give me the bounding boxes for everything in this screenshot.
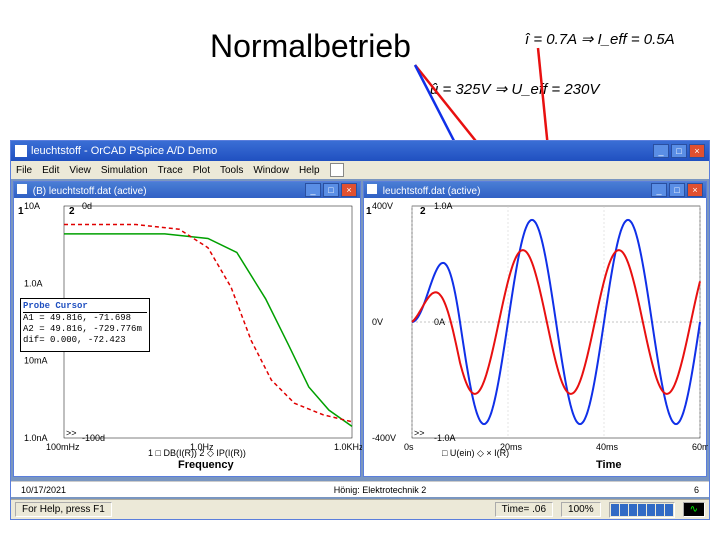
svg-text:10mA: 10mA xyxy=(24,356,48,366)
equation-voltage: û = 325V ⇒ U_eff = 230V xyxy=(430,80,599,98)
svg-text:40ms: 40ms xyxy=(596,442,619,452)
svg-text:100mHz: 100mHz xyxy=(46,442,80,452)
footer-page: 6 xyxy=(694,485,699,495)
menu-file[interactable]: File xyxy=(16,165,32,176)
app-icon xyxy=(15,145,27,157)
svg-text:1 □ DB(I(R)) 2 ◇ IP(I(R)): 1 □ DB(I(R)) 2 ◇ IP(I(R)) xyxy=(148,448,246,458)
child-close-right[interactable]: × xyxy=(687,183,703,197)
svg-text:2: 2 xyxy=(69,206,75,217)
plot-right: 400V0V-400V11.0A0A-1.0A20s20ms40ms60msTi… xyxy=(364,198,706,476)
child-title-right: leuchtstoff.dat (active) xyxy=(367,184,480,197)
footer-center: Hönig: Elektrotechnik 2 xyxy=(334,485,427,495)
svg-text:0V: 0V xyxy=(372,317,383,327)
cursor-row-dif: dif= 0.000, -72.423 xyxy=(23,335,147,346)
app-window: leuchtstoff - OrCAD PSpice A/D Demo _ □ … xyxy=(10,140,710,520)
svg-text:-100d: -100d xyxy=(82,433,105,443)
svg-text:>>: >> xyxy=(414,428,425,438)
cursor-row-a1: A1 = 49.816, -71.698 xyxy=(23,313,147,324)
status-percent: 100% xyxy=(561,502,601,517)
menu-edit[interactable]: Edit xyxy=(42,165,59,176)
svg-text:1: 1 xyxy=(366,206,372,217)
svg-text:□ U(ein) ◇ × I(R): □ U(ein) ◇ × I(R) xyxy=(442,448,509,458)
menu-help[interactable]: Help xyxy=(299,165,320,176)
child-min-left[interactable]: _ xyxy=(305,183,321,197)
svg-text:>>: >> xyxy=(66,428,77,438)
menu-plot[interactable]: Plot xyxy=(193,165,210,176)
menu-view[interactable]: View xyxy=(69,165,91,176)
svg-text:60ms: 60ms xyxy=(692,442,708,452)
svg-text:1.0A: 1.0A xyxy=(434,201,453,211)
child-title-left: (B) leuchtstoff.dat (active) xyxy=(17,184,147,197)
svg-text:-1.0A: -1.0A xyxy=(434,433,456,443)
child-close-left[interactable]: × xyxy=(341,183,357,197)
child-window-frequency: (B) leuchtstoff.dat (active) _ □ × 10A 1.… xyxy=(13,181,361,477)
svg-text:Time: Time xyxy=(596,459,621,471)
svg-text:1: 1 xyxy=(18,206,24,217)
footer-date: 10/17/2021 xyxy=(21,485,66,495)
svg-text:10A: 10A xyxy=(24,201,40,211)
page-title: Normalbetrieb xyxy=(210,28,411,65)
status-help: For Help, press F1 xyxy=(15,502,112,517)
titlebar[interactable]: leuchtstoff - OrCAD PSpice A/D Demo _ □ … xyxy=(11,141,709,161)
close-button[interactable]: × xyxy=(689,144,705,158)
maximize-button[interactable]: □ xyxy=(671,144,687,158)
svg-text:0d: 0d xyxy=(82,201,92,211)
svg-text:-400V: -400V xyxy=(372,433,396,443)
footer-line: 10/17/2021 Hönig: Elektrotechnik 2 6 xyxy=(11,481,709,497)
cursor-header: Probe Cursor xyxy=(23,301,147,313)
child-titlebar-right[interactable]: leuchtstoff.dat (active) _ □ × xyxy=(364,182,706,198)
svg-text:1.0A: 1.0A xyxy=(24,278,43,288)
status-time: Time= .06 xyxy=(495,502,553,517)
svg-text:0s: 0s xyxy=(404,442,414,452)
plot-left: 10A1.0A10mA1.0nA10d-100d2100mHz1.0Hz1.0K… xyxy=(14,198,360,476)
statusbar: For Help, press F1 Time= .06 100% ∿ xyxy=(11,499,709,519)
svg-text:2: 2 xyxy=(420,206,426,217)
mdi-area: (B) leuchtstoff.dat (active) _ □ × 10A1.… xyxy=(11,179,709,499)
probe-cursor-box[interactable]: Probe Cursor A1 = 49.816, -71.698 A2 = 4… xyxy=(20,298,150,352)
child-titlebar-left[interactable]: (B) leuchtstoff.dat (active) _ □ × xyxy=(14,182,360,198)
status-wave-icon: ∿ xyxy=(683,502,705,517)
progress-indicator xyxy=(609,502,675,518)
child-min-right[interactable]: _ xyxy=(651,183,667,197)
svg-text:1.0KHz: 1.0KHz xyxy=(334,442,362,452)
toolbar-icon[interactable] xyxy=(330,163,344,177)
child-max-right[interactable]: □ xyxy=(669,183,685,197)
menu-trace[interactable]: Trace xyxy=(158,165,183,176)
cursor-row-a2: A2 = 49.816, -729.776m xyxy=(23,324,147,335)
minimize-button[interactable]: _ xyxy=(653,144,669,158)
svg-text:Frequency: Frequency xyxy=(178,459,235,471)
menu-tools[interactable]: Tools xyxy=(220,165,243,176)
plot-right-svg: 400V0V-400V11.0A0A-1.0A20s20ms40ms60msTi… xyxy=(364,198,708,478)
window-title: leuchtstoff - OrCAD PSpice A/D Demo xyxy=(31,145,217,157)
equation-current: î = 0.7A ⇒ I_eff = 0.5A xyxy=(525,30,675,48)
svg-text:1.0nA: 1.0nA xyxy=(24,433,48,443)
child-window-time: leuchtstoff.dat (active) _ □ × 400V 0V -40… xyxy=(363,181,707,477)
menu-simulation[interactable]: Simulation xyxy=(101,165,148,176)
menu-window[interactable]: Window xyxy=(253,165,289,176)
menubar: File Edit View Simulation Trace Plot Too… xyxy=(11,161,709,179)
svg-text:400V: 400V xyxy=(372,201,393,211)
svg-text:0A: 0A xyxy=(434,317,445,327)
child-max-left[interactable]: □ xyxy=(323,183,339,197)
